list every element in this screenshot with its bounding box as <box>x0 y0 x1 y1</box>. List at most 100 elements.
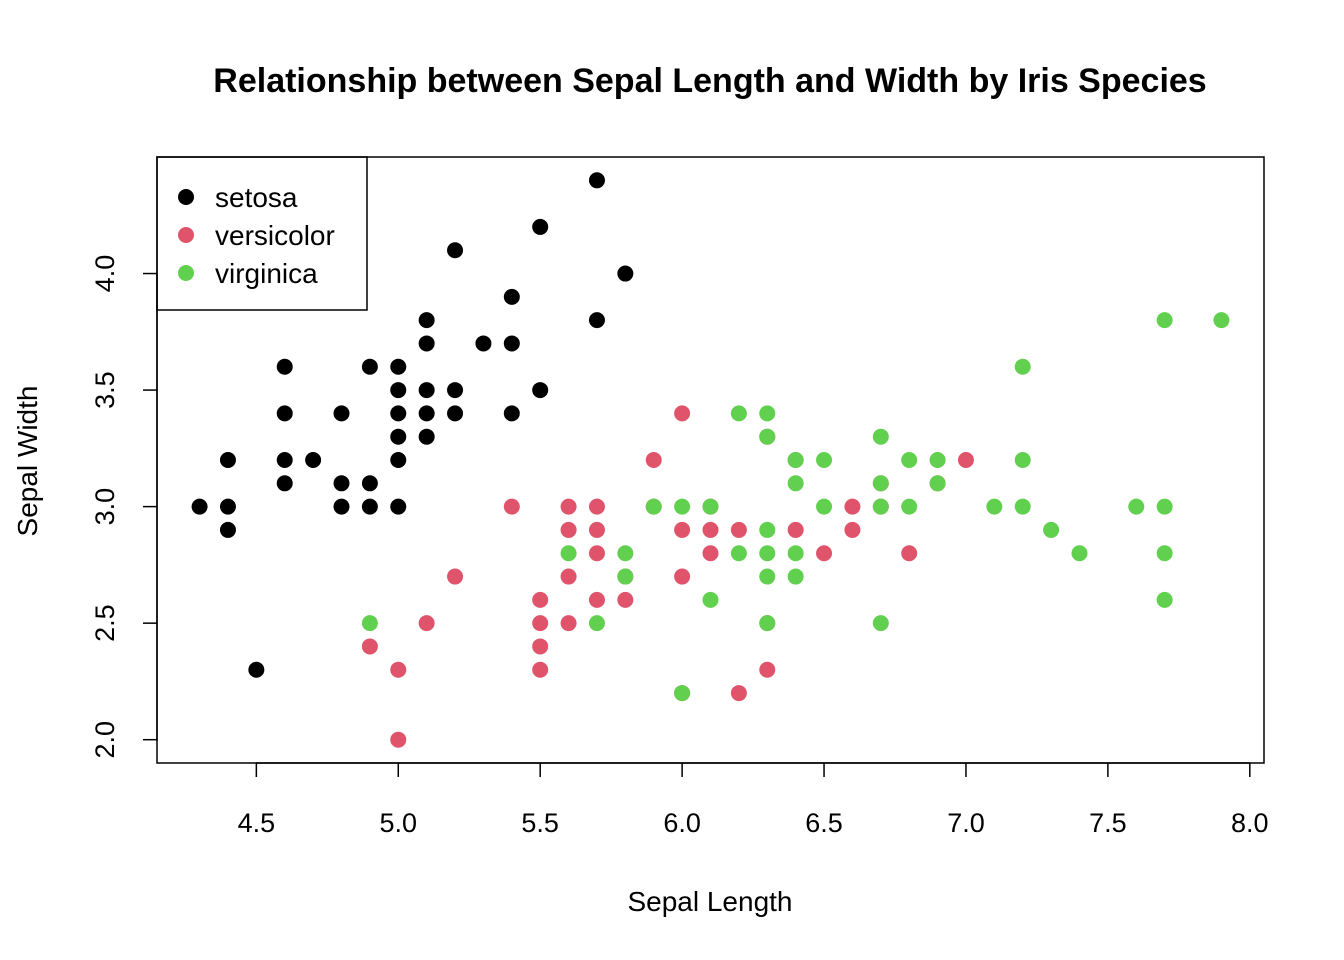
virginica-point <box>816 498 833 515</box>
y-tick-label: 3.5 <box>90 371 120 409</box>
versicolor-point <box>787 521 804 538</box>
virginica-point <box>1014 498 1031 515</box>
x-tick-label: 5.0 <box>379 808 417 838</box>
setosa-point <box>532 382 549 399</box>
setosa-point <box>361 358 378 375</box>
y-axis-label: Sepal Width <box>12 386 43 537</box>
y-tick-label: 4.0 <box>90 255 120 293</box>
setosa-point <box>219 498 236 515</box>
setosa-point <box>390 358 407 375</box>
versicolor-point <box>674 568 691 585</box>
virginica-point <box>787 568 804 585</box>
versicolor-point <box>361 638 378 655</box>
setosa-point <box>588 172 605 189</box>
virginica-point <box>1156 498 1173 515</box>
virginica-point <box>1156 312 1173 329</box>
versicolor-point <box>957 452 974 468</box>
setosa-point <box>390 428 407 445</box>
virginica-point <box>1043 521 1060 538</box>
virginica-point <box>759 428 776 445</box>
virginica-point <box>702 591 719 608</box>
setosa-point <box>617 265 634 282</box>
setosa-point <box>418 312 435 329</box>
virginica-point <box>872 475 889 492</box>
virginica-point <box>702 498 719 515</box>
legend-label-setosa: setosa <box>215 182 298 213</box>
versicolor-point <box>588 521 605 538</box>
virginica-point <box>1213 312 1230 329</box>
legend: setosa versicolor virginica <box>156 156 368 311</box>
virginica-point <box>560 545 577 562</box>
legend-label-virginica: virginica <box>215 258 318 289</box>
setosa-point <box>418 405 435 422</box>
setosa-point <box>390 498 407 515</box>
x-tick-label: 7.5 <box>1089 808 1127 838</box>
versicolor-point <box>532 591 549 608</box>
virginica-point <box>901 452 918 468</box>
virginica-point <box>588 615 605 632</box>
setosa-point <box>390 452 407 468</box>
setosa-point <box>305 452 322 468</box>
versicolor-point <box>390 731 407 748</box>
versicolor-point <box>844 498 861 515</box>
setosa-point <box>532 218 549 235</box>
setosa-point <box>276 405 293 422</box>
virginica-point <box>872 498 889 515</box>
versicolor-point <box>816 545 833 562</box>
virginica-point <box>1156 591 1173 608</box>
versicolor-point <box>447 568 464 585</box>
setosa-point <box>219 521 236 538</box>
virginica-point <box>730 545 747 562</box>
chart-title: Relationship between Sepal Length and Wi… <box>213 62 1206 100</box>
versicolor-point <box>645 452 662 468</box>
versicolor-point <box>844 521 861 538</box>
x-tick-label: 4.5 <box>238 808 276 838</box>
legend-marker-versicolor <box>178 227 194 243</box>
virginica-point <box>674 685 691 702</box>
virginica-point <box>929 452 946 468</box>
versicolor-point <box>759 661 776 678</box>
versicolor-point <box>532 638 549 655</box>
setosa-point <box>418 335 435 352</box>
data-points <box>191 172 1230 748</box>
setosa-point <box>361 498 378 515</box>
setosa-point <box>248 661 265 678</box>
x-axis: 4.5 5.0 5.5 6.0 6.5 7.0 7.5 8.0 <box>238 762 1269 838</box>
virginica-point <box>759 521 776 538</box>
versicolor-point <box>617 591 634 608</box>
virginica-point <box>901 498 918 515</box>
x-tick-label: 7.0 <box>947 808 985 838</box>
setosa-point <box>276 358 293 375</box>
x-tick-label: 5.5 <box>521 808 559 838</box>
setosa-point <box>333 475 350 492</box>
virginica-point <box>787 452 804 468</box>
setosa-point <box>219 452 236 468</box>
y-tick-label: 3.0 <box>90 488 120 526</box>
legend-label-versicolor: versicolor <box>215 220 335 251</box>
y-tick-label: 2.5 <box>90 604 120 642</box>
virginica-point <box>872 615 889 632</box>
virginica-point <box>1156 545 1173 562</box>
setosa-point <box>447 242 464 259</box>
setosa-point <box>333 498 350 515</box>
setosa-point <box>588 312 605 329</box>
y-tick-label: 2.0 <box>90 721 120 759</box>
virginica-point <box>759 545 776 562</box>
x-tick-label: 6.0 <box>663 808 701 838</box>
versicolor-point <box>503 498 520 515</box>
versicolor-point <box>560 615 577 632</box>
versicolor-point <box>560 568 577 585</box>
setosa-point <box>333 405 350 422</box>
virginica-point <box>1014 452 1031 468</box>
virginica-point <box>1014 358 1031 375</box>
legend-box <box>156 156 368 311</box>
virginica-point <box>1128 498 1145 515</box>
setosa-point <box>503 405 520 422</box>
y-axis: 2.0 2.5 3.0 3.5 4.0 <box>90 255 158 759</box>
versicolor-point <box>702 545 719 562</box>
setosa-point <box>475 335 492 352</box>
virginica-point <box>929 475 946 492</box>
versicolor-point <box>901 545 918 562</box>
setosa-point <box>447 405 464 422</box>
